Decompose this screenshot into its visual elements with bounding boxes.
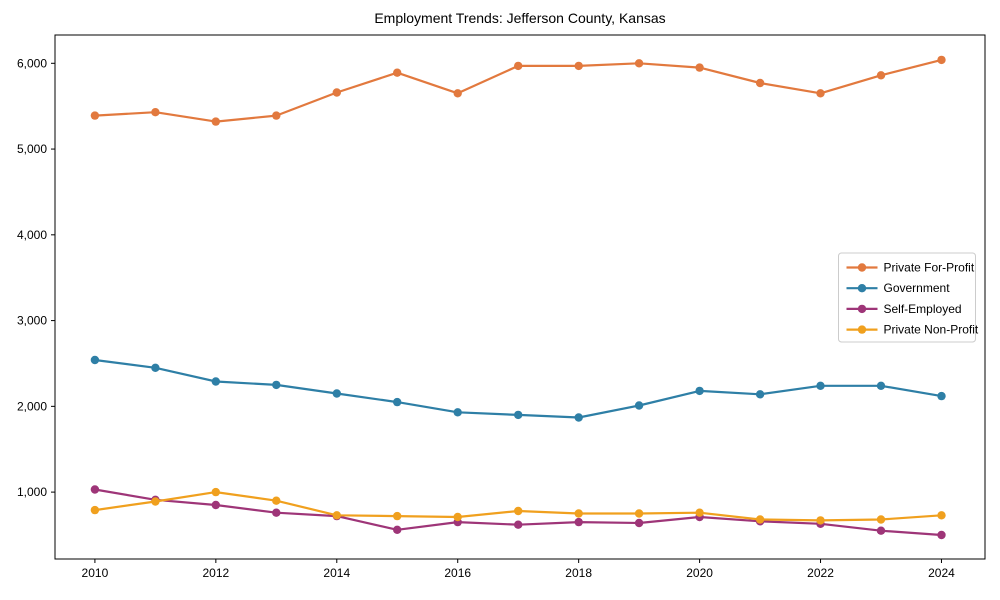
x-tick-label: 2024 xyxy=(928,566,955,580)
y-tick-label: 3,000 xyxy=(17,314,47,328)
data-point xyxy=(272,508,281,517)
chart-title: Employment Trends: Jefferson County, Kan… xyxy=(374,10,666,26)
data-point xyxy=(876,526,886,535)
data-point xyxy=(514,410,523,420)
data-point xyxy=(634,509,644,518)
legend: Private For-Profit Government Self-Employe… xyxy=(838,252,979,343)
y-tick-label: 1,000 xyxy=(17,485,47,499)
data-point xyxy=(755,78,765,88)
x-tick-label: 2018 xyxy=(565,566,592,580)
legend-item: Government xyxy=(846,281,951,295)
data-point xyxy=(393,525,402,534)
data-point xyxy=(90,485,100,494)
data-point xyxy=(453,89,462,98)
data-point xyxy=(90,505,100,515)
data-point xyxy=(695,508,704,517)
x-tick-label: 2022 xyxy=(807,566,834,580)
legend-item: Self-Employed xyxy=(846,302,962,316)
data-point xyxy=(272,496,281,505)
data-point xyxy=(514,506,523,516)
data-point xyxy=(695,386,704,396)
legend-marker-icon xyxy=(857,304,867,314)
data-point xyxy=(514,520,523,529)
data-point xyxy=(755,515,765,524)
data-point xyxy=(937,511,946,520)
data-point xyxy=(876,381,886,390)
data-point xyxy=(816,381,825,390)
data-point xyxy=(332,389,341,398)
data-point xyxy=(151,363,160,372)
data-point xyxy=(816,516,825,525)
series-private-non-profit xyxy=(90,487,946,525)
series-government xyxy=(90,355,946,422)
data-point xyxy=(695,63,704,72)
data-point xyxy=(876,71,886,80)
data-point xyxy=(211,377,220,386)
y-axis: 1,000 2,000 3,000 4,000 5,000 6,000 xyxy=(17,56,55,499)
data-point xyxy=(453,512,462,522)
x-axis: 2010 2012 2014 2016 2018 2020 2022 2024 xyxy=(82,559,955,580)
data-point xyxy=(574,517,583,527)
series-private-for-profit xyxy=(90,55,946,126)
legend-label: Government xyxy=(884,281,951,295)
legend-item: Private For-Profit xyxy=(846,261,975,275)
data-point xyxy=(574,61,583,71)
legend-label: Self-Employed xyxy=(884,302,962,316)
data-point xyxy=(151,108,160,117)
plot-border xyxy=(54,34,986,560)
legend-marker-icon xyxy=(857,284,867,293)
x-tick-label: 2014 xyxy=(323,566,350,580)
x-tick-label: 2016 xyxy=(444,566,471,580)
data-point xyxy=(634,59,644,68)
data-point xyxy=(211,487,220,497)
data-point xyxy=(574,509,583,518)
data-point xyxy=(332,511,341,520)
data-point xyxy=(514,61,523,71)
data-point xyxy=(453,408,462,417)
x-tick-label: 2010 xyxy=(82,566,109,580)
series-line xyxy=(93,358,943,419)
data-point xyxy=(937,391,946,401)
data-point xyxy=(634,401,644,410)
data-point xyxy=(332,88,341,97)
data-point xyxy=(393,511,402,521)
legend-label: Private For-Profit xyxy=(884,261,975,275)
data-point xyxy=(90,355,100,365)
y-tick-label: 5,000 xyxy=(17,142,47,156)
data-point xyxy=(393,68,402,77)
legend-box xyxy=(838,252,976,343)
data-point xyxy=(90,111,100,120)
data-point xyxy=(151,497,160,506)
x-tick-label: 2020 xyxy=(686,566,713,580)
data-point xyxy=(816,89,825,98)
legend-marker-icon xyxy=(857,263,867,272)
data-point xyxy=(211,500,220,510)
y-tick-label: 6,000 xyxy=(17,56,47,70)
legend-label: Private Non-Profit xyxy=(884,323,979,337)
data-point xyxy=(755,390,765,399)
data-point xyxy=(272,380,281,390)
data-point xyxy=(211,117,220,126)
data-point xyxy=(393,397,402,407)
data-point xyxy=(574,413,583,422)
y-tick-label: 4,000 xyxy=(17,228,47,242)
legend-marker-icon xyxy=(857,325,867,334)
data-point xyxy=(937,530,946,540)
data-point xyxy=(634,518,644,528)
data-point xyxy=(272,111,281,120)
data-point xyxy=(876,515,886,524)
legend-item: Private Non-Profit xyxy=(846,323,979,337)
data-point xyxy=(937,55,946,65)
x-tick-label: 2012 xyxy=(202,566,229,580)
y-tick-label: 2,000 xyxy=(17,399,47,413)
